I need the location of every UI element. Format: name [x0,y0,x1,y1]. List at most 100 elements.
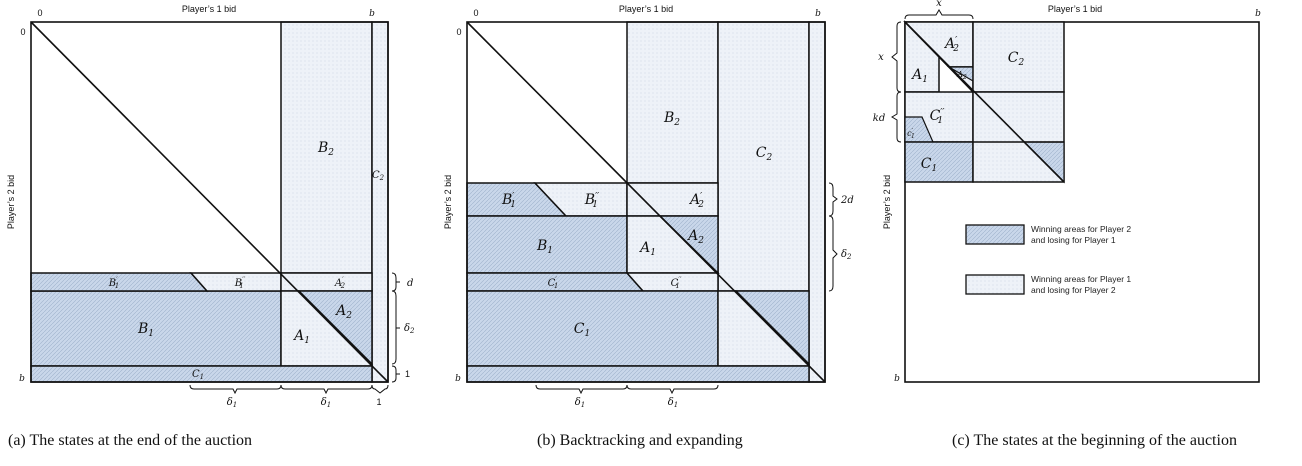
panel-b-brace-delta2 [828,215,838,292]
panel-a-label-A2: A [334,303,346,319]
legend-text-player2-line1: Winning areas for Player 2 [1031,224,1131,234]
svg-text:B2: B2 [663,110,680,128]
panel-b-corner-b-left: b [455,374,461,384]
svg-text:B1: B1 [137,321,154,339]
panel-c-diagonal [904,21,1065,183]
svg-text:C2: C2 [1008,50,1025,68]
panel-b-caption: (b) Backtracking and expanding [537,432,743,449]
svg-text:δ1: δ1 [575,397,586,409]
svg-text:A′2: A′ 2 [334,276,346,290]
panel-c-label-C1p: c [907,129,912,138]
panel-b-label-B2: B [663,110,674,126]
panel-a-label-B1pp: B [234,278,242,289]
svg-text:B′′1: B′′ 1 [234,276,246,290]
svg-text:A1: A1 [292,328,310,346]
panel-a-label-C1: C [192,369,200,380]
panel-a: Player’s 1 bid 0 b 0 b Player’s 2 bid B2… [6,4,415,449]
svg-text:C1: C1 [192,369,204,381]
svg-text:A1: A1 [910,67,928,85]
panel-b-corner-0-left: 0 [456,27,461,37]
panel-b-label-C1p: C [548,278,556,289]
panel-b-brace-delta1-right [626,384,719,395]
panel-c-label-C1pp: C [930,108,941,124]
legend-text-player1-line2: and losing for Player 2 [1031,285,1116,295]
panel-b-label-B1p: B [501,192,512,208]
svg-text:C′′1: C′′ 1 [930,108,945,126]
panel-c-brace-kd [891,91,902,143]
panel-c-corner-b-left: b [894,374,900,384]
panel-b-x-axis-label: Player’s 1 bid [619,4,673,14]
panel-b-C2-region [717,21,810,292]
svg-text:A2: A2 [686,228,704,246]
panel-c-C1-region [904,141,974,183]
panel-a-B2-region [280,21,373,274]
panel-a-corner-0-left: 0 [20,27,25,37]
panel-c-label-C1: C [921,156,932,172]
panel-b-label-A2p: A [688,192,700,208]
panel-a-frame [30,21,389,383]
svg-text:kd: kd [873,113,885,124]
panel-b-B2-region [626,21,719,184]
panel-c-brace-x-left [891,21,902,93]
legend-text-player1-line1: Winning areas for Player 1 [1031,274,1131,284]
panel-a-A2-region [297,290,373,366]
panel-c-corner-b-top: b [1255,9,1261,19]
panel-c-label-A2: A [956,70,963,79]
panel-a-brace-delta2 [391,290,400,365]
panel-a-brace-one-right [391,365,400,383]
svg-text:δ2: δ2 [841,249,852,261]
svg-text:1: 1 [376,397,381,407]
svg-text:C′1: C′ 1 [548,276,559,290]
panel-a-diagonal [30,21,389,383]
svg-text:B′1: B′ 1 [108,276,119,290]
panel-c-label-C2: C [1008,50,1019,66]
panel-a-brace-delta1-right [280,384,373,395]
svg-text:δ1: δ1 [668,397,679,409]
panel-b-label-B1: B [536,238,547,254]
panel-b-A2p-region [626,182,719,217]
panel-c-label-A1: A [910,67,922,83]
panel-b-lower-right-hatch [734,290,810,366]
legend-text-player2-line2: and losing for Player 1 [1031,235,1116,245]
svg-text:B′′1: B′′ 1 [584,192,599,210]
svg-text:C2: C2 [756,145,773,163]
svg-text:A′2: A′ 2 [688,192,704,210]
svg-text:δ1: δ1 [321,397,332,409]
panel-c-legend: Winning areas for Player 2 and losing fo… [965,224,1131,295]
panel-a-caption: (a) The states at the end of the auction [8,432,252,449]
panel-c-x-axis-label: Player’s 1 bid [1048,4,1102,14]
panel-b-label-A2: A [686,228,698,244]
panel-a-y-axis-label: Player’s 2 bid [6,175,16,229]
svg-text:1: 1 [405,369,410,379]
panel-b-label-C1pp: C [671,278,679,289]
panel-b-label-C2: C [756,145,767,161]
svg-text:δ1: δ1 [227,397,238,409]
svg-text:A1: A1 [638,240,656,258]
svg-text:x: x [936,0,942,9]
panel-b: Player’s 1 bid 0 b 0 b Player’s 2 bid B2… [443,4,854,449]
panel-a-x-axis-label: Player’s 1 bid [182,4,236,14]
panel-b-label-C1: C [574,321,585,337]
panel-a-label-A2p: A [334,278,342,289]
panel-b-brace-2d [828,182,838,217]
panel-a-corner-0-top: 0 [37,8,42,18]
panel-a-brace-one-bottom [371,384,389,394]
panel-a-brace-d [391,272,400,292]
svg-text:A′2: A′ 2 [943,36,959,54]
svg-text:2d: 2d [840,195,854,206]
panel-a-label-C2: C [372,170,380,181]
panel-b-brace-delta1-left [535,384,628,395]
panel-c-y-axis-label: Player’s 2 bid [882,175,892,229]
panel-b-diagonal [466,21,826,383]
svg-text:δ2: δ2 [404,323,415,335]
svg-text:x: x [878,52,884,63]
svg-text:d: d [407,278,413,289]
panel-b-C1-region [466,290,719,367]
panel-a-label-B1: B [137,321,148,337]
panel-b-frame [466,21,826,383]
svg-text:B′1: B′ 1 [501,192,516,210]
panel-b-label-A1: A [638,240,650,256]
panel-a-corner-b-top: b [369,9,375,19]
svg-text:C′′1: C′′ 1 [671,276,682,290]
